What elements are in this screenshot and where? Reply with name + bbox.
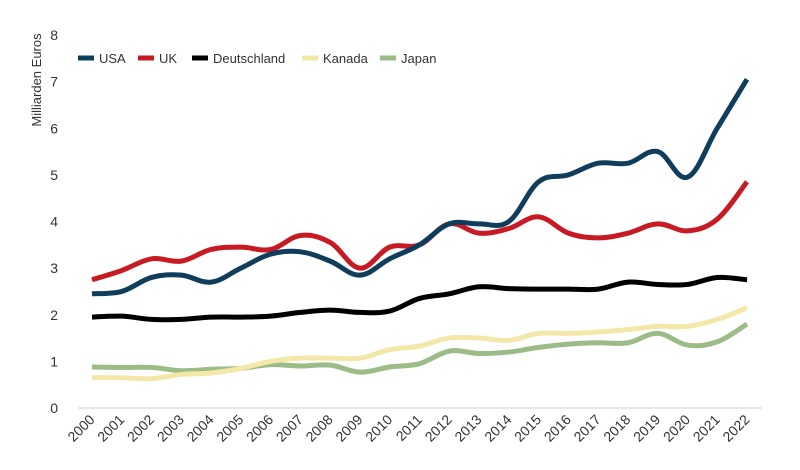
series-line-deutschland[interactable] xyxy=(91,274,748,323)
y-tick-label: 0 xyxy=(50,400,58,416)
x-tick-label: 2022 xyxy=(719,411,752,444)
y-tick-label: 6 xyxy=(50,120,58,136)
series-line-uk[interactable] xyxy=(91,180,749,283)
x-tick-label: 2009 xyxy=(332,411,365,444)
y-tick-label: 7 xyxy=(50,74,58,90)
legend-item-kanada[interactable]: Kanada xyxy=(302,51,369,66)
y-axis: 0 1 2 3 4 5 6 7 8 xyxy=(50,27,58,416)
x-tick-label: 2006 xyxy=(243,411,276,444)
x-tick-label: 2014 xyxy=(481,411,514,444)
x-tick-label: 2008 xyxy=(302,411,335,444)
series-kanada[interactable] xyxy=(91,305,748,382)
series-usa[interactable] xyxy=(91,77,750,297)
x-tick-label: 2020 xyxy=(660,411,693,444)
x-tick-label: 2016 xyxy=(541,411,574,444)
legend-label: USA xyxy=(99,51,126,66)
x-tick-label: 2004 xyxy=(183,411,216,444)
x-tick-label: 2002 xyxy=(124,411,157,444)
x-tick-label: 2003 xyxy=(154,411,187,444)
legend-item-usa[interactable]: USA xyxy=(78,51,126,66)
series-line-usa[interactable] xyxy=(91,77,750,297)
x-tick-label: 2001 xyxy=(94,411,127,444)
series-uk[interactable] xyxy=(91,180,749,283)
x-tick-label: 2018 xyxy=(600,411,633,444)
legend-item-japan[interactable]: Japan xyxy=(380,51,436,66)
x-tick-label: 2012 xyxy=(422,411,455,444)
y-tick-label: 1 xyxy=(50,353,58,369)
legend[interactable]: USA UK Deutschland Kanada Japan xyxy=(78,51,436,66)
y-tick-label: 8 xyxy=(50,27,58,43)
y-tick-label: 5 xyxy=(50,167,58,183)
x-tick-label: 2010 xyxy=(362,411,395,444)
x-tick-label: 2007 xyxy=(273,411,306,444)
legend-label: Kanada xyxy=(323,51,369,66)
x-tick-label: 2000 xyxy=(64,411,97,444)
x-tick-label: 2013 xyxy=(451,411,484,444)
x-tick-label: 2011 xyxy=(393,411,426,444)
x-axis: 2000200120022003200420052006200720082009… xyxy=(64,411,752,444)
x-tick-label: 2015 xyxy=(511,411,544,444)
legend-label: UK xyxy=(159,51,177,66)
legend-item-deutschland[interactable]: Deutschland xyxy=(192,51,285,66)
series-deutschland[interactable] xyxy=(91,274,748,323)
x-tick-label: 2019 xyxy=(630,411,663,444)
x-tick-label: 2005 xyxy=(213,411,246,444)
legend-item-uk[interactable]: UK xyxy=(138,51,177,66)
y-axis-title-group: Milliarden Euros xyxy=(29,33,44,127)
y-tick-label: 3 xyxy=(50,260,58,276)
x-tick-label: 2021 xyxy=(690,411,723,444)
y-axis-title: Milliarden Euros xyxy=(29,33,44,127)
y-tick-label: 2 xyxy=(50,307,58,323)
x-tick-label: 2017 xyxy=(570,411,603,444)
y-tick-label: 4 xyxy=(50,214,58,230)
series-group xyxy=(91,77,750,382)
legend-label: Japan xyxy=(401,51,436,66)
legend-label: Deutschland xyxy=(213,51,285,66)
